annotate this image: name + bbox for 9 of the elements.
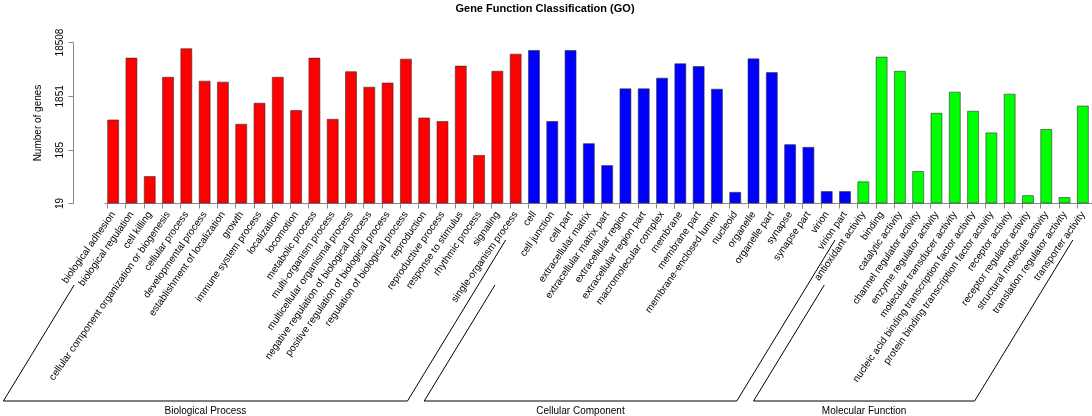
chart-title: Gene Function Classification (GO) [455,2,635,15]
y-tick-label: 19 [53,197,65,210]
y-tick-label: 1851 [53,84,65,108]
y-tick-label: 185 [53,141,65,159]
y-tick-label: 18508 [53,28,65,57]
text: Biological Process [164,405,247,416]
y-axis-title: Number of genes [31,84,43,162]
text: Cellular Component [536,405,625,416]
text: Molecular Function [821,405,907,416]
